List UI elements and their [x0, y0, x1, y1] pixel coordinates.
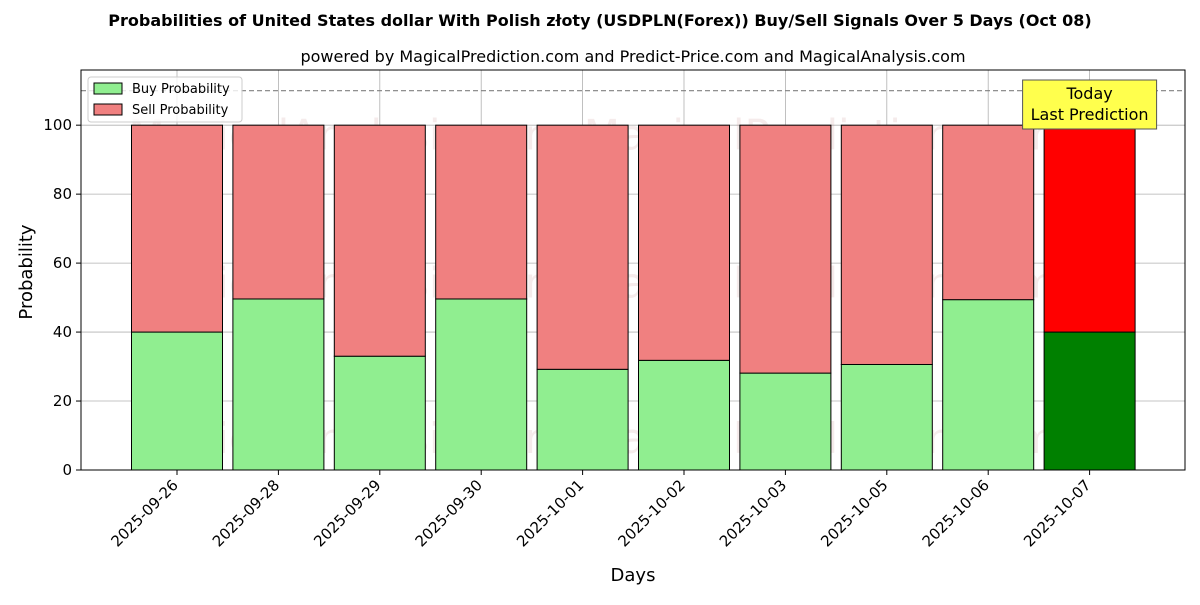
x-tick-label: 2025-10-03 — [716, 476, 790, 550]
x-tick-label: 2025-10-05 — [817, 476, 891, 550]
legend-swatch-buy — [93, 82, 123, 95]
annotation-line-1: Today — [1065, 84, 1112, 103]
bar-buy — [942, 299, 1035, 471]
legend-swatch-sell — [93, 103, 123, 116]
chart-title: Probabilities of United States dollar Wi… — [108, 11, 1091, 30]
y-tick-label: 60 — [53, 254, 72, 272]
bar-buy — [333, 355, 426, 471]
bar-buy — [1043, 331, 1136, 471]
bar-buy — [638, 359, 730, 471]
x-tick-label: 2025-10-02 — [614, 476, 688, 550]
legend-frame — [87, 76, 243, 123]
annotation-background — [1022, 79, 1158, 130]
legend: Buy Probability Sell Probability — [87, 76, 243, 123]
annotation-line-2: Last Prediction — [1031, 105, 1149, 124]
bar-sell — [638, 124, 730, 361]
bar-buy — [435, 298, 528, 471]
bar-sell — [739, 124, 832, 374]
y-tick-label: 0 — [62, 461, 72, 479]
bar-sell — [131, 124, 223, 333]
x-tick-label: 2025-09-28 — [209, 476, 283, 550]
bar-buy — [131, 331, 223, 471]
annotation-box: Today Last Prediction — [1022, 79, 1158, 130]
legend-label-sell: Sell Probability — [132, 103, 229, 118]
bar-sell — [1043, 124, 1136, 333]
bar-buy — [536, 368, 629, 471]
bar-sell — [232, 124, 325, 300]
x-tick-label: 2025-10-07 — [1020, 476, 1094, 550]
y-tick-label: 20 — [53, 392, 72, 410]
x-tick-label: 2025-09-29 — [310, 476, 384, 550]
chart-subtitle: powered by MagicalPrediction.com and Pre… — [300, 47, 965, 66]
y-tick-label: 40 — [53, 323, 72, 341]
bar-sell — [333, 124, 426, 357]
y-axis-label: Probability — [16, 224, 37, 319]
plot-frame — [80, 69, 1186, 471]
bar-sell — [942, 124, 1035, 301]
bar-sell — [536, 124, 629, 370]
bar-sell — [435, 124, 528, 300]
bar-buy — [739, 372, 832, 471]
y-tick-label: 80 — [53, 185, 72, 203]
x-tick-label: 2025-09-26 — [107, 476, 181, 550]
y-tick-label: 100 — [43, 116, 72, 134]
legend-label-buy: Buy Probability — [132, 82, 230, 97]
x-tick-label: 2025-09-30 — [412, 476, 486, 550]
bar-sell — [840, 124, 933, 365]
bar-buy — [232, 298, 325, 471]
bars-layer — [131, 124, 1136, 471]
x-tick-label: 2025-10-01 — [513, 476, 587, 550]
x-tick-label: 2025-10-06 — [919, 476, 993, 550]
x-axis-label: Days — [611, 565, 656, 586]
bar-buy — [840, 363, 933, 471]
